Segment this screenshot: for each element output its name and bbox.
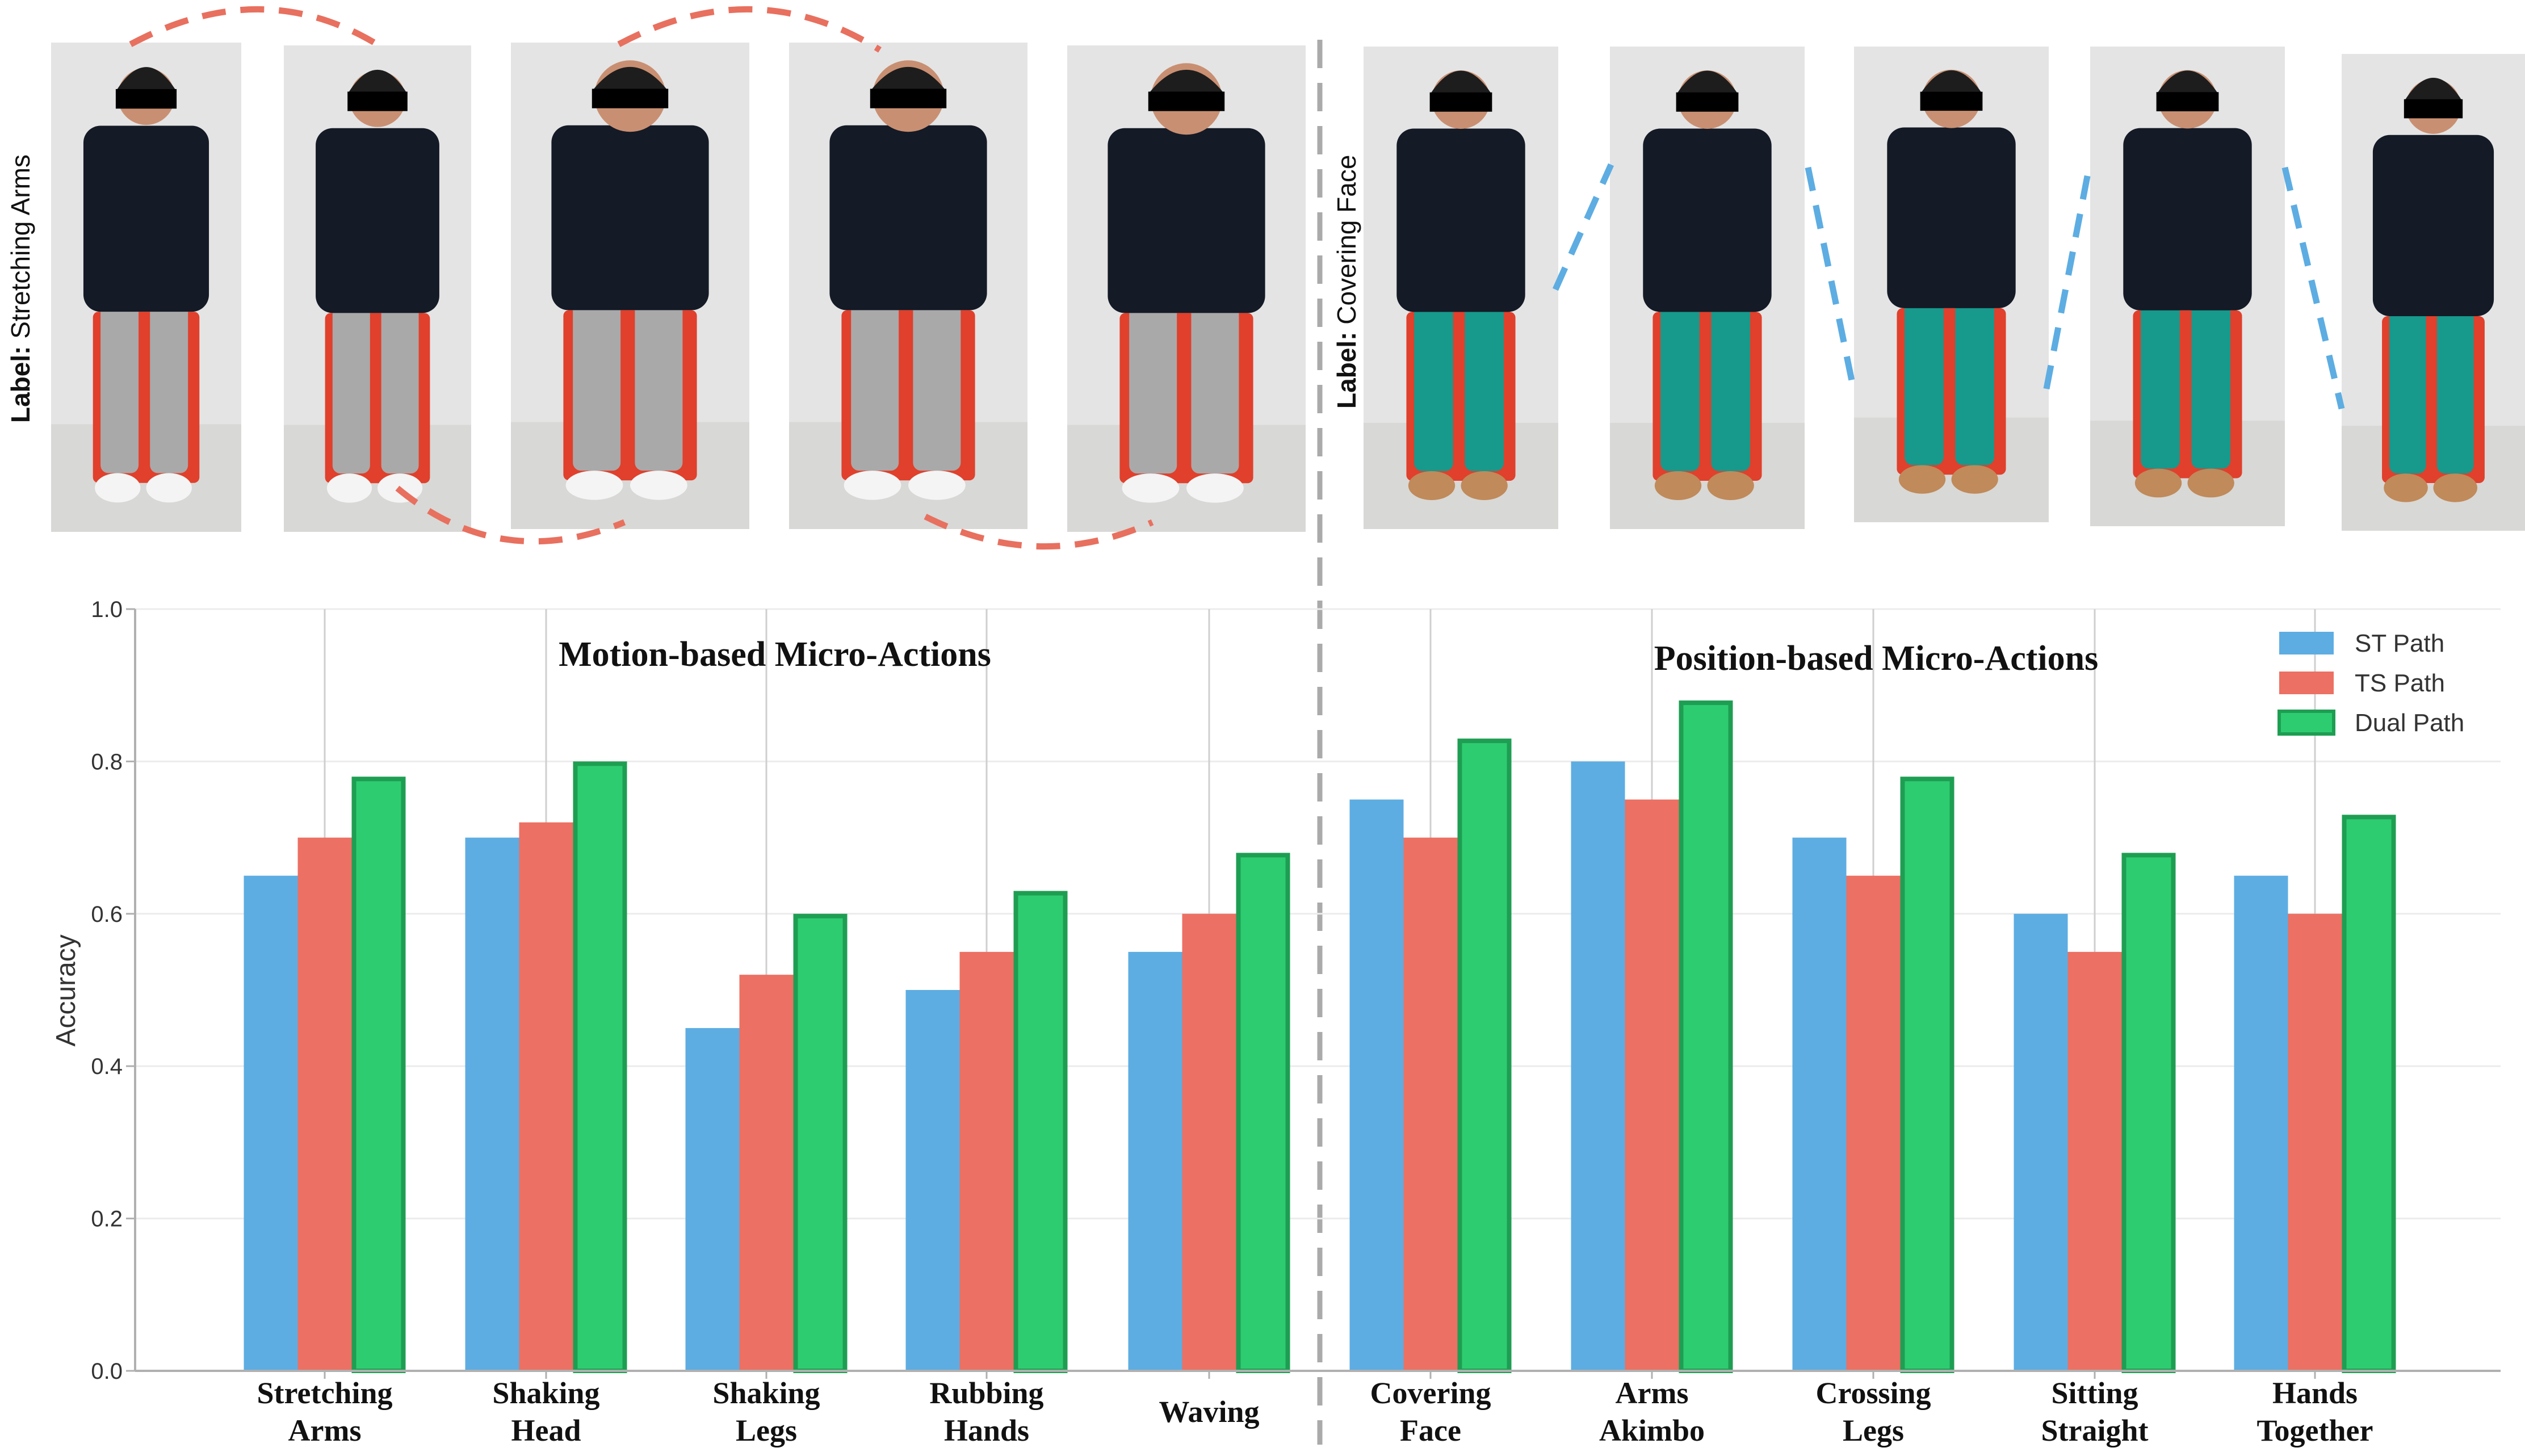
black-bar-icon (2404, 99, 2463, 119)
bar-st-path (2234, 875, 2288, 1371)
right-panel-label: Label: Covering Face (1332, 155, 1361, 409)
video-frame-8 (1854, 47, 2049, 522)
group-title-position: Position-based Micro-Actions (1654, 639, 2098, 678)
black-bar-icon (870, 89, 947, 108)
legend-swatch-ts (2279, 672, 2334, 694)
motion-trajectory-red (129, 6, 1154, 550)
bar-chart: 0.0 0.2 0.4 0.6 0.8 1.0 Stretching Arms Shaking… (51, 597, 2501, 1447)
bar-ts-path (1846, 875, 1901, 1371)
chart-axes (134, 609, 2501, 1379)
y-axis-title: Accuracy (51, 934, 81, 1046)
category-label: Covering Face (1370, 1376, 1491, 1447)
legend-label-dual: Dual Path (2355, 709, 2464, 737)
y-tick-label: 0.2 (91, 1207, 123, 1232)
legend-swatch-st (2279, 632, 2334, 654)
black-bar-icon (1920, 91, 1983, 111)
black-bar-icon (1676, 92, 1739, 112)
group-title-motion: Motion-based Micro-Actions (559, 635, 991, 674)
bar-st-path (1571, 761, 1625, 1371)
category-label: Waving (1159, 1395, 1259, 1429)
bar-ts-path (2067, 951, 2122, 1371)
category-label: Shaking Legs (712, 1376, 820, 1447)
black-bar-icon (592, 89, 669, 108)
black-bar-icon (115, 89, 177, 109)
bar-ts-path (2288, 913, 2342, 1371)
bar-dual-path (2121, 853, 2176, 1373)
bar-dual-path (793, 913, 848, 1374)
bar-dual-path (1457, 739, 1512, 1373)
bar-dual-path (1236, 853, 1290, 1373)
legend-swatch-dual (2277, 710, 2335, 736)
bar-dual-path (1013, 891, 1068, 1374)
person-figure-icon (51, 43, 241, 532)
video-frame-7 (1610, 47, 1805, 529)
bar-ts-path (1625, 799, 1679, 1371)
y-tick-labels: 0.0 0.2 0.4 0.6 0.8 1.0 (91, 597, 123, 1384)
bar-ts-path (739, 975, 794, 1371)
bar-st-path (244, 875, 298, 1371)
legend-label-ts: TS Path (2355, 669, 2445, 697)
category-label: Hands Together (2257, 1376, 2373, 1447)
bar-st-path (1128, 951, 1182, 1371)
category-label: Stretching Arms (257, 1376, 393, 1447)
y-tick-label: 0.6 (91, 902, 123, 927)
video-frame-1 (51, 43, 241, 532)
bar-st-path (1349, 799, 1404, 1371)
bar-dual-path (351, 777, 406, 1373)
person-figure-icon (789, 43, 1027, 529)
bar-ts-path (297, 837, 352, 1371)
person-figure-icon (284, 45, 471, 532)
bar-dual-path (573, 761, 627, 1373)
video-frame-5 (1067, 45, 1306, 532)
category-label: Arms Akimbo (1599, 1376, 1705, 1447)
x-tick-labels: Stretching Arms Shaking Head Shaking Legs Rubb… (257, 1376, 2373, 1447)
y-tick-label: 0.8 (91, 749, 123, 774)
bar-st-path (905, 990, 960, 1371)
video-frame-9 (2090, 47, 2285, 526)
video-frame-4 (789, 43, 1027, 529)
person-figure-icon (1067, 45, 1306, 532)
bar-st-path (465, 837, 519, 1371)
bar-ts-path (1403, 837, 1458, 1371)
chart-legend: ST Path TS Path Dual Path (2277, 630, 2464, 737)
black-bar-icon (347, 91, 408, 111)
photo-strip: Label: Stretching Arms Label: Covering F… (6, 6, 2525, 1445)
bar-ts-path (1182, 913, 1236, 1371)
video-frame-3 (511, 43, 749, 529)
black-bar-icon (1429, 92, 1492, 112)
black-bar-icon (2156, 92, 2219, 112)
category-label: Sitting Straight (2041, 1376, 2149, 1447)
person-figure-icon (2090, 47, 2285, 526)
frames-left (51, 43, 1306, 532)
black-bar-icon (1148, 91, 1225, 111)
person-figure-icon (511, 43, 749, 529)
category-label: Rubbing Hands (929, 1376, 1043, 1447)
person-figure-icon (1364, 47, 1558, 529)
y-tick-label: 0.4 (91, 1054, 123, 1079)
video-frame-2 (284, 45, 471, 532)
frames-right (1364, 47, 2525, 531)
person-figure-icon (2342, 54, 2525, 531)
bar-st-path (2014, 913, 2068, 1371)
legend-label-st: ST Path (2355, 630, 2444, 657)
bar-dual-path (2342, 815, 2396, 1373)
bar-ts-path (959, 951, 1014, 1371)
bar-dual-path (1679, 700, 1733, 1373)
left-panel-label: Label: Stretching Arms (6, 154, 35, 423)
bar-st-path (685, 1028, 740, 1371)
bar-st-path (1792, 837, 1847, 1371)
person-figure-icon (1610, 47, 1805, 529)
y-tick-label: 1.0 (91, 597, 123, 622)
bar-dual-path (1900, 777, 1954, 1373)
person-figure-icon (1854, 47, 2049, 522)
y-tick-label: 0.0 (91, 1359, 123, 1384)
video-frame-6 (1364, 47, 1558, 529)
chart-bars (244, 700, 2396, 1374)
bar-ts-path (519, 822, 573, 1371)
category-label: Crossing Legs (1815, 1376, 1931, 1447)
video-frame-10 (2342, 54, 2525, 531)
category-label: Shaking Head (492, 1376, 599, 1447)
